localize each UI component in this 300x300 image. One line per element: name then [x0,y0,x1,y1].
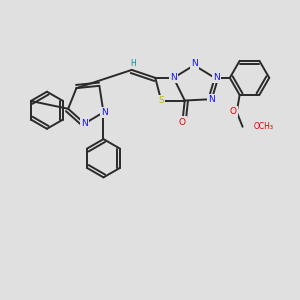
Text: N: N [102,108,108,117]
Text: N: N [191,59,197,68]
Text: S: S [158,96,164,105]
Text: OCH₃: OCH₃ [254,122,274,131]
Text: O: O [179,118,186,127]
Text: N: N [81,119,88,128]
Text: N: N [208,95,214,104]
Text: O: O [230,107,237,116]
Text: N: N [213,74,220,82]
Text: H: H [130,59,136,68]
Text: N: N [170,74,177,82]
